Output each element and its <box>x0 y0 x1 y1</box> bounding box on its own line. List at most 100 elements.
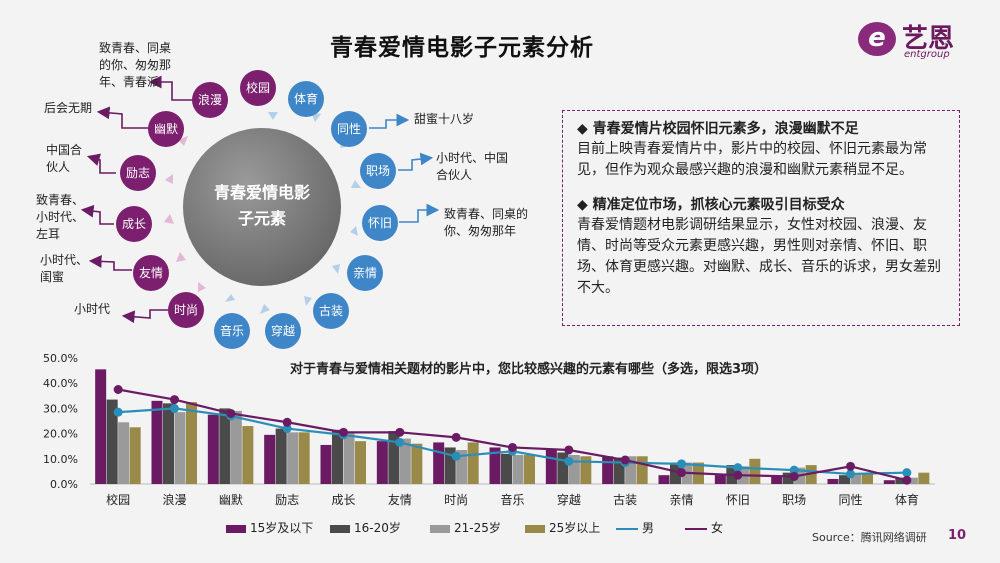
connector-lizhi <box>86 153 116 174</box>
x-tick-label: 成长 <box>331 493 355 507</box>
legend-label: 男 <box>642 521 655 535</box>
bar-16-20岁 <box>782 472 794 484</box>
bar-16-20岁 <box>219 408 231 484</box>
connector-tongxing <box>369 113 410 129</box>
x-tick-label: 古装 <box>613 492 637 507</box>
page-number: 10 <box>948 528 967 543</box>
point-男 <box>789 465 799 475</box>
bar-16-20岁 <box>670 462 681 484</box>
insight-paragraph-2: 青春爱情题材电影调研结果显示，女性对校园、浪漫、友情、时尚等受众元素更感兴趣，男… <box>577 217 941 296</box>
bar-15岁及以下 <box>207 414 219 484</box>
x-tick-label: 体育 <box>895 492 919 507</box>
point-女 <box>226 408 236 418</box>
node-youmo: 幽默 <box>148 111 184 147</box>
bar-21-25岁 <box>343 433 355 484</box>
hub-line2: 子元素 <box>237 209 286 228</box>
annotation-line: 合伙人 <box>436 168 473 182</box>
y-tick-label: 10.0% <box>43 453 78 466</box>
node-tongxing: 同性 <box>331 111 367 147</box>
annotation-line: 你、匆匆那年 <box>444 224 517 238</box>
bar-16-20岁 <box>839 475 850 484</box>
point-女 <box>170 395 179 405</box>
bar-15岁及以下 <box>320 444 332 484</box>
node-chuanyue: 穿越 <box>265 313 301 349</box>
x-tick-label: 怀旧 <box>726 493 750 507</box>
node-chengzhang: 成长 <box>116 206 152 242</box>
bar-16-20岁 <box>444 447 456 484</box>
bar-16-20岁 <box>557 452 569 484</box>
bar-25岁以上 <box>129 427 141 484</box>
bar-16-20岁 <box>106 399 118 484</box>
annotation-langman: 致青春、同桌 的你、匆匆那 年、青春派 <box>99 40 209 91</box>
bar-15岁及以下 <box>602 456 614 484</box>
bar-25岁以上 <box>355 441 366 484</box>
annotation-lizhi: 中国合 伙人 <box>46 142 82 176</box>
point-女 <box>789 471 799 481</box>
bar-16-20岁 <box>895 477 907 484</box>
insight-heading-2: ◆ 精准定位市场，抓核心元素吸引目标受众 <box>577 197 845 213</box>
legend-label: 16-20岁 <box>354 521 401 535</box>
node-yinyue: 音乐 <box>214 313 250 349</box>
legend-label: 15岁及以下 <box>250 521 314 535</box>
bar-16-20岁 <box>332 429 343 484</box>
bar-25岁以上 <box>298 432 310 484</box>
logo-cn-text: 艺恩 <box>902 24 955 54</box>
point-男 <box>846 469 855 479</box>
bar-21-25岁 <box>625 456 637 484</box>
bar-15岁及以下 <box>771 476 783 484</box>
bar-21-25岁 <box>174 412 186 484</box>
point-女 <box>902 475 912 485</box>
point-男 <box>677 459 686 469</box>
annotation-line: 闺蜜 <box>40 270 65 284</box>
annotation-line: 左耳 <box>36 227 61 241</box>
annotation-line: 年、青春派 <box>99 75 160 89</box>
annotation-line: 小时代、 <box>36 210 85 224</box>
center-hub <box>183 128 341 286</box>
legend-item: 15岁及以下 <box>226 519 313 536</box>
annotation-zhichang: 小时代、中国 合伙人 <box>436 150 508 184</box>
y-tick-label: 20.0% <box>43 428 78 441</box>
legend-swatch <box>685 527 707 530</box>
node-shishang: 时尚 <box>168 292 204 328</box>
bar-25岁以上 <box>805 465 817 484</box>
legend-swatch <box>330 524 350 533</box>
hub-line1: 青春爱情电影 <box>213 183 310 202</box>
point-女 <box>339 427 348 437</box>
x-tick-label: 友情 <box>388 493 412 507</box>
insight-heading-1: ◆ 青春爱情片校园怀旧元素多，浪漫幽默不足 <box>577 121 859 137</box>
point-女 <box>564 445 574 455</box>
point-女 <box>733 470 743 480</box>
x-tick-label: 时尚 <box>444 493 468 507</box>
annotation-line: 致青春、 <box>36 193 85 207</box>
connector-shishang <box>121 309 168 324</box>
bar-15岁及以下 <box>376 441 388 484</box>
y-tick-label: 0.0% <box>50 478 78 491</box>
connector-langman <box>148 75 193 101</box>
legend-label: 21-25岁 <box>454 521 501 535</box>
x-tick-label: 励志 <box>275 493 299 507</box>
point-男 <box>113 407 123 417</box>
bar-25岁以上 <box>411 443 423 484</box>
annotation-line: 致青春、同桌 <box>99 41 172 55</box>
annotation-line: 小时代 <box>74 302 111 316</box>
bar-15岁及以下 <box>658 475 670 484</box>
node-langman: 浪漫 <box>192 82 228 118</box>
point-男 <box>451 451 461 461</box>
node-guzhuang: 古装 <box>313 293 349 329</box>
x-tick-label: 同性 <box>838 493 862 507</box>
bar-16-20岁 <box>275 428 287 484</box>
bar-25岁以上 <box>749 458 761 484</box>
annotation-line: 致青春、同桌的 <box>444 207 529 221</box>
point-男 <box>733 463 743 473</box>
point-女 <box>282 417 292 427</box>
bar-21-25岁 <box>512 455 524 484</box>
point-女 <box>451 432 461 442</box>
point-女 <box>846 461 855 471</box>
x-tick-label: 校园 <box>106 492 130 507</box>
logo-mark-icon: e <box>858 22 896 56</box>
point-男 <box>282 424 292 434</box>
annotation-line: 伙人 <box>46 160 71 174</box>
annotation-line: 小时代、 <box>40 253 89 267</box>
bar-line-chart: 0.0% 10.0% 20.0% 30.0% 40.0% 50.0% 校园 浪漫 幽默 励志 成长 友… <box>43 352 935 507</box>
annotation-youmo: 后会无期 <box>44 100 92 117</box>
